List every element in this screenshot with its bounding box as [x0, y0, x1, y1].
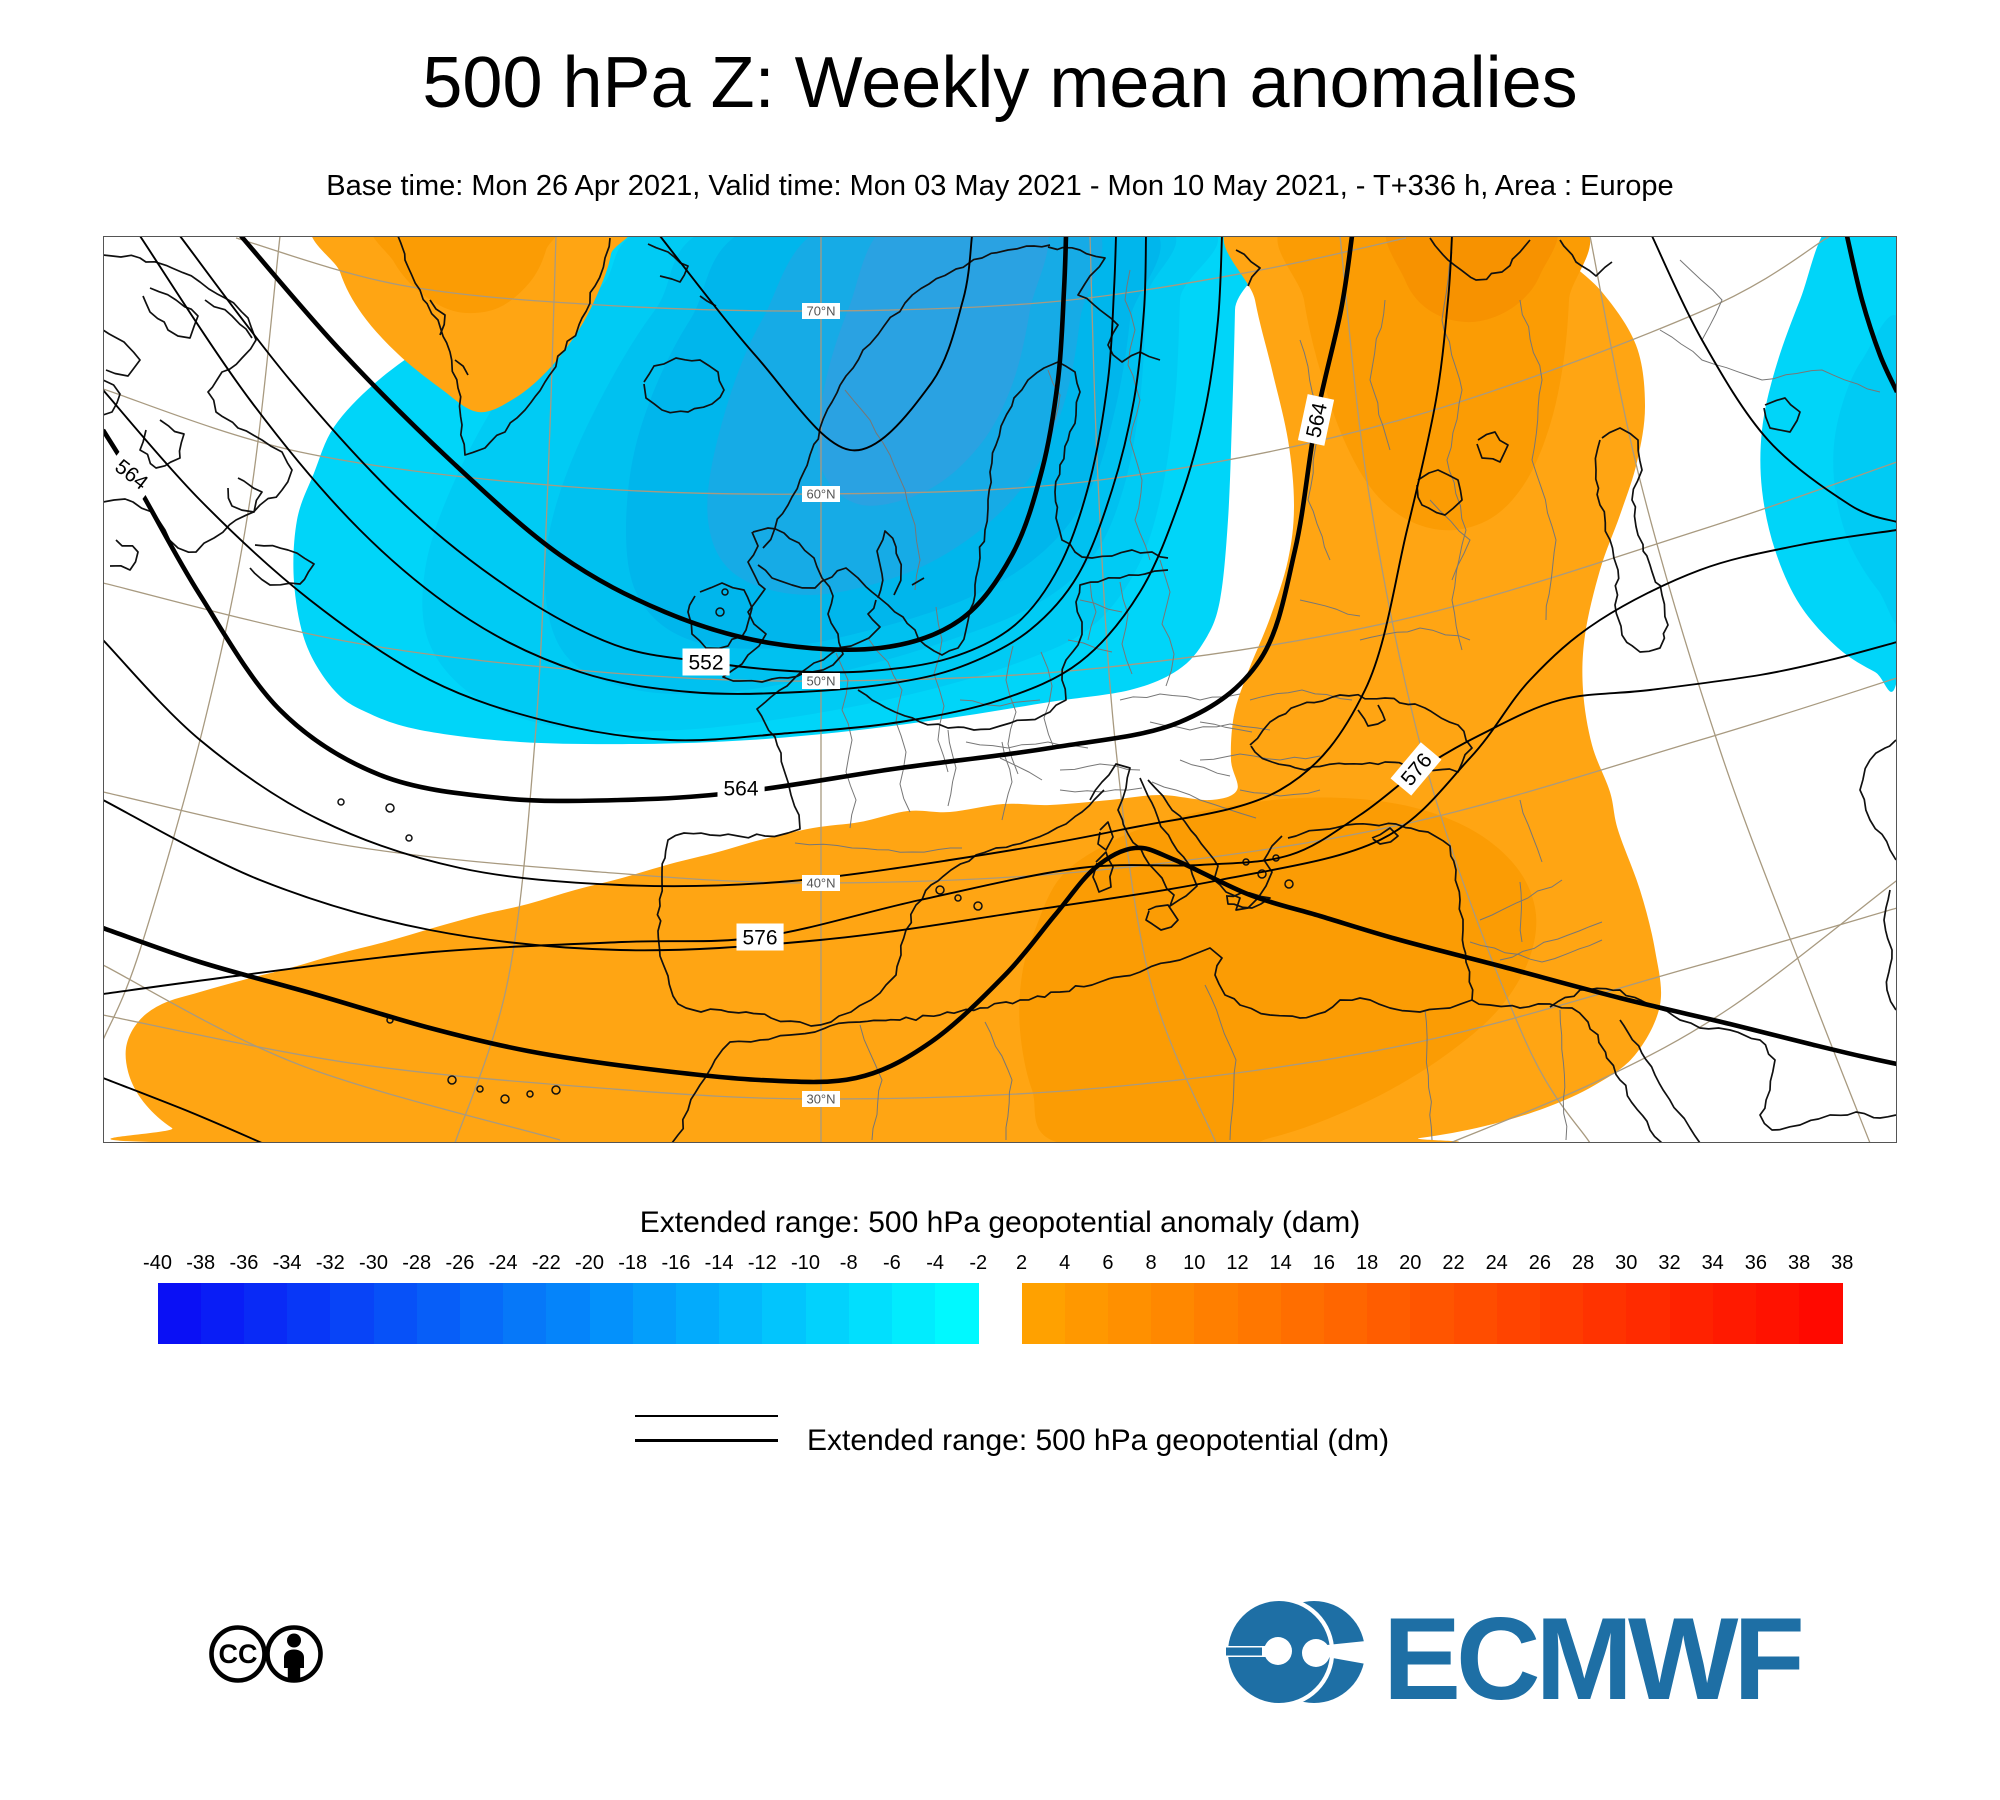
svg-text:70°N: 70°N [806, 304, 835, 319]
svg-text:576: 576 [742, 927, 777, 950]
svg-text:40°N: 40°N [806, 876, 835, 891]
svg-text:60°N: 60°N [806, 487, 835, 502]
svg-text:564: 564 [723, 778, 758, 801]
svg-text:CC: CC [219, 1639, 258, 1669]
svg-text:50°N: 50°N [806, 674, 835, 689]
svg-text:30°N: 30°N [806, 1092, 835, 1107]
svg-text:ECMWF: ECMWF [1383, 1598, 1801, 1718]
svg-text:552: 552 [688, 652, 723, 675]
